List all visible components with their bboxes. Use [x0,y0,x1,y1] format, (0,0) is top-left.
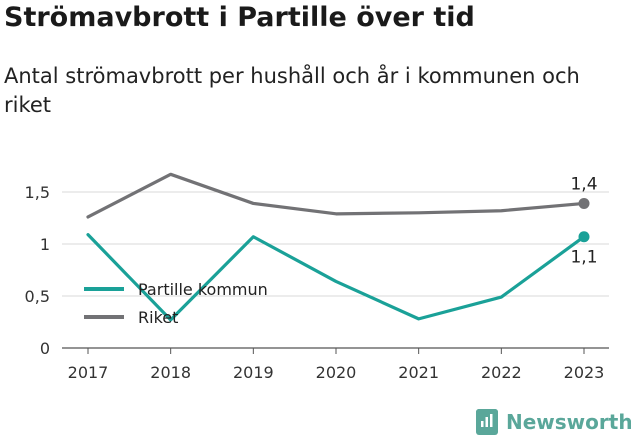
data-label: 1,4 [570,174,597,194]
end-point-marker [578,197,590,209]
x-axis: 2017 2018 2019 2020 2021 2022 2023 [68,348,605,382]
y-axis-ticks: 0 0,5 1 1,5 [25,183,50,358]
end-point-marker [578,231,590,243]
end-points: 1,1 1,4 [570,174,597,267]
legend-label: Riket [138,308,178,327]
y-tick-label: 0 [40,339,50,358]
newsworthy-logo: Newsworthy [476,408,631,436]
y-tick-label: 1 [40,235,50,254]
data-label: 1,1 [570,248,597,268]
y-tick-label: 0,5 [25,287,50,306]
y-tick-label: 1,5 [25,183,50,202]
x-tick-label: 2022 [481,363,522,382]
series-line-riket [86,172,586,219]
chart-icon [476,409,498,435]
gridlines [62,191,609,349]
series-line-partille [86,233,586,322]
chart-subtitle: Antal strömavbrott per hushåll och år i … [4,64,580,117]
x-tick-label: 2021 [398,363,439,382]
brand-name: Newsworthy [506,410,631,434]
series-lines [86,172,586,322]
x-tick-label: 2020 [316,363,357,382]
chart-title: Strömavbrott i Partille över tid [4,2,475,33]
legend: Partille kommun Riket [84,280,268,327]
legend-label: Partille kommun [138,280,268,299]
x-tick-label: 2018 [150,363,191,382]
x-tick-label: 2019 [233,363,274,382]
x-tick-label: 2017 [68,363,109,382]
x-tick-label: 2023 [564,363,605,382]
